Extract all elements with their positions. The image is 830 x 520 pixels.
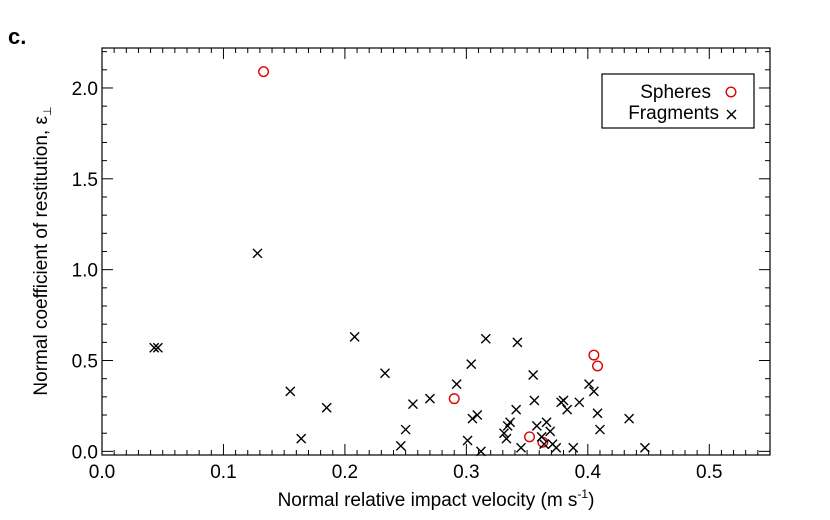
- x-axis-title-close: ): [588, 490, 594, 511]
- plot-frame: [101, 47, 771, 456]
- fragment-point: [379, 368, 390, 379]
- y-tick-label: 0.5: [72, 352, 98, 373]
- y-tick-label: 2.0: [72, 79, 98, 100]
- fragment-point: [466, 359, 477, 370]
- fragment-point: [252, 248, 263, 259]
- fragment-point: [424, 393, 435, 404]
- fragment-point: [539, 439, 550, 450]
- fragment-point: [639, 442, 650, 453]
- tick-labels: 0.0 0.1 0.2 0.3 0.4 0.5 0.0 0.5 1.0 1.5 2.0: [72, 79, 723, 483]
- legend-label-spheres: Spheres: [640, 82, 711, 103]
- fragment-point: [152, 342, 163, 353]
- fragment-point: [545, 426, 556, 437]
- axis-ticks: [101, 48, 771, 455]
- fragment-point: [558, 395, 569, 406]
- fragment-point: [592, 408, 603, 419]
- x-axis-title-superscript: -1: [577, 487, 588, 501]
- fragment-point: [475, 446, 486, 457]
- x-axis-title: Normal relative impact velocity (m s-1): [278, 487, 595, 511]
- panel-label: c.: [8, 24, 27, 49]
- fragment-point: [349, 331, 360, 342]
- fragment-point: [528, 370, 539, 381]
- sphere-point: [448, 393, 460, 405]
- fragment-point: [149, 342, 160, 353]
- sphere-point: [588, 349, 600, 361]
- fragment-point: [480, 333, 491, 344]
- fragment-point: [505, 417, 516, 428]
- data-points: [149, 66, 650, 457]
- y-axis-title-subscript: ⊥: [42, 106, 54, 116]
- fragment-point: [624, 413, 635, 424]
- fragment-point: [562, 404, 573, 415]
- fragment-point: [594, 424, 605, 435]
- fragment-point: [499, 428, 510, 439]
- fragment-point: [551, 442, 562, 453]
- fragment-point: [511, 404, 522, 415]
- fragment-point: [541, 417, 552, 428]
- fragment-point: [462, 435, 473, 446]
- fragment-point: [451, 379, 462, 390]
- fragment-point: [467, 413, 478, 424]
- fragment-point: [568, 442, 579, 453]
- fragment-point: [501, 433, 512, 444]
- fragment-point: [588, 386, 599, 397]
- y-axis-title: Normal coefficient of restitution, ε⊥: [31, 106, 54, 395]
- fragment-point: [321, 402, 332, 413]
- legend-label-fragments: Fragments: [628, 103, 719, 124]
- y-tick-label: 0.0: [72, 442, 98, 463]
- fragment-point: [529, 395, 540, 406]
- x-tick-label: 0.2: [332, 462, 358, 483]
- y-tick-label: 1.0: [72, 261, 98, 282]
- x-tick-label: 0.1: [210, 462, 236, 483]
- sphere-point: [592, 360, 604, 372]
- sphere-point: [258, 66, 270, 78]
- x-tick-label: 0.0: [89, 462, 115, 483]
- fragment-point: [512, 337, 523, 348]
- legend-marker-fragments: [726, 109, 737, 120]
- fragment-point: [472, 410, 483, 421]
- legend-marker-spheres: [725, 86, 737, 98]
- fragment-point: [285, 386, 296, 397]
- x-axis-title-main: Normal relative impact velocity (m s: [278, 490, 578, 511]
- fragment-point: [531, 420, 542, 431]
- y-axis-title-main: Normal coefficient of restitution, ε: [31, 116, 52, 396]
- legend: Spheres Fragments: [601, 73, 755, 129]
- fragment-point: [536, 431, 547, 442]
- fragment-point: [574, 397, 585, 408]
- fragment-point: [395, 440, 406, 451]
- fragment-point: [516, 442, 527, 453]
- fragment-point: [407, 399, 418, 410]
- y-tick-label: 1.5: [72, 170, 98, 191]
- fragment-point: [584, 379, 595, 390]
- fragment-point: [296, 433, 307, 444]
- x-tick-label: 0.5: [696, 462, 722, 483]
- x-tick-label: 0.4: [575, 462, 602, 483]
- x-tick-label: 0.3: [453, 462, 479, 483]
- sphere-point: [524, 431, 536, 443]
- fragment-point: [400, 424, 411, 435]
- legend-box: [601, 73, 755, 129]
